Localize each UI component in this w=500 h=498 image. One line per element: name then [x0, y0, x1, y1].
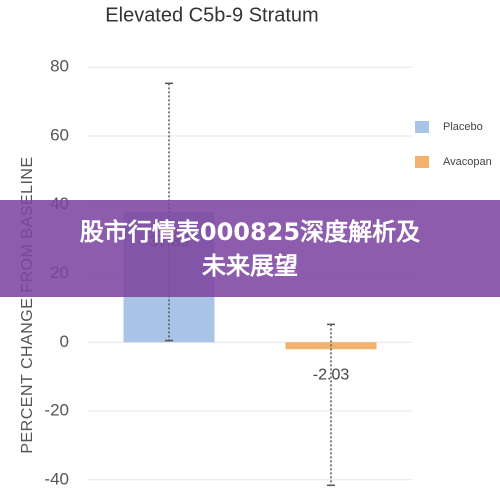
chart-title: Elevated C5b-9 Stratum [105, 4, 318, 26]
y-tick-label: 60 [50, 125, 69, 144]
overlay-banner: 股市行情表000825深度解析及 未来展望 [0, 200, 500, 297]
legend-swatch [415, 121, 429, 133]
legend-label: Placebo [443, 121, 483, 133]
legend-swatch [415, 156, 429, 168]
value-label: -2.03 [313, 366, 350, 383]
banner-line: 未来展望 [202, 251, 298, 280]
y-tick-label: 80 [50, 57, 69, 76]
y-tick-label: 0 [60, 332, 69, 351]
legend-label: Avacopan [443, 156, 492, 168]
banner-line: 股市行情表000825深度解析及 [79, 217, 421, 246]
y-tick-label: -20 [44, 401, 69, 420]
y-tick-label: -40 [44, 469, 69, 488]
